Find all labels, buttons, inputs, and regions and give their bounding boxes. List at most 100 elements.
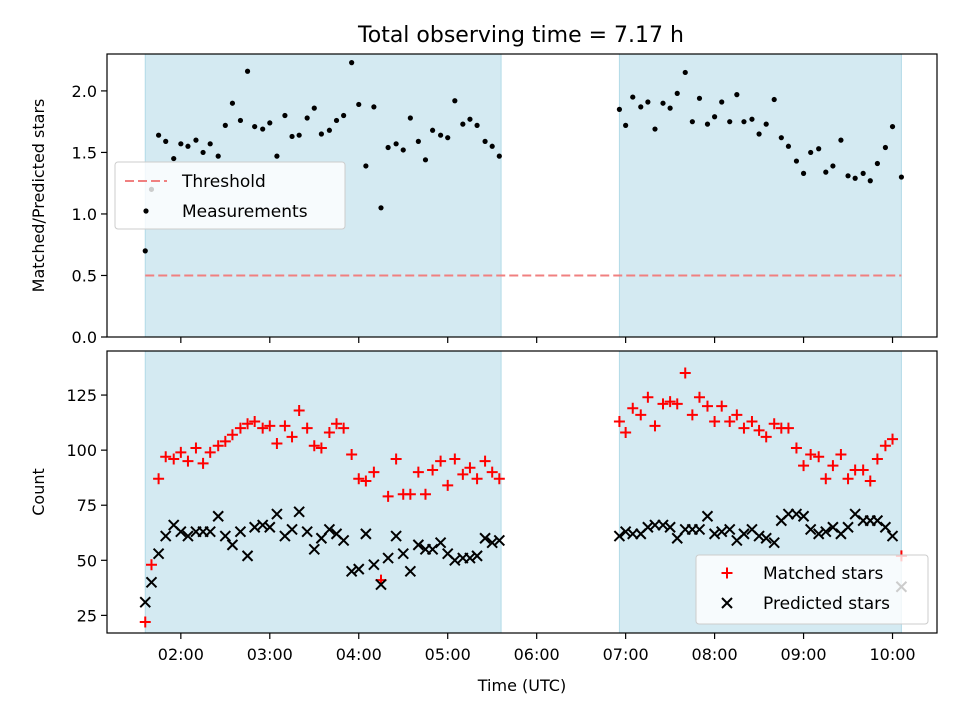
measurement-point [393,141,399,147]
matched-stars-point [286,431,298,443]
matched-stars-point [175,446,187,458]
predicted-stars-point [271,508,283,520]
observing-interval-shade [144,350,502,634]
count-panel: 25 50 75 100 125 02:00 03:00 04:00 05:00 06:00 07:… [29,350,938,695]
predicted-stars-point [360,528,372,540]
predicted-stars-point [804,523,817,536]
predicted-stars-point [337,534,350,547]
predicted-stars-point [471,550,483,562]
predicted-stars-point [797,510,810,522]
predicted-stars-point [375,578,387,591]
predicted-stars-point [248,521,261,533]
matched-stars-point [323,427,335,439]
measurement-point [438,132,444,138]
matched-stars-point [738,422,750,434]
legend-measurements-label: Measurements [182,202,308,222]
measurement-point [296,132,302,138]
predicted-stars-point [724,523,736,536]
y-tick-label: 1.0 [72,205,97,224]
matched-stars-point [686,409,698,421]
legend: Threshold Measurements [114,161,346,230]
predicted-stars-point [693,523,706,536]
predicted-stars-point [434,536,447,549]
matched-stars-point [145,559,157,571]
matched-stars-point [301,422,313,434]
legend-measurement-swatch [143,208,149,214]
measurement-point [252,123,258,130]
predicted-stars-point [301,525,313,538]
matched-stars-point [153,473,165,485]
predicted-stars-point [323,523,336,536]
matched-stars-point [701,400,713,412]
y-tick-label: 100 [66,441,97,460]
measurement-point [142,248,148,254]
predicted-stars-point [486,536,498,549]
measurement-point [171,155,177,162]
measurement-point [778,135,784,141]
matched-stars-point [657,398,669,410]
measurement-point [763,121,769,127]
x-tick-label: 03:00 [247,645,293,664]
measurement-point [356,101,362,108]
predicted-stars-point [842,521,854,533]
measurement-point [830,163,836,169]
matched-stars-point [412,466,424,478]
predicted-stars-point [760,532,772,544]
legend-predicted-label: Predicted stars [763,594,890,614]
matched-stars-point [419,488,431,500]
legend-box [695,554,929,625]
matched-stars-point [249,416,261,427]
measurement-point [467,116,473,122]
predicted-stars-point [397,547,409,560]
matched-stars-point [368,466,380,478]
predicted-stars-point [619,525,632,538]
matched-stars-point [857,464,869,476]
measurement-point [874,160,880,167]
legend-box [114,161,346,230]
matched-stars-point [212,440,224,452]
measurement-point [845,173,851,179]
predicted-stars-point [812,528,825,540]
measurement-point [808,149,814,156]
measurement-point [282,112,288,119]
measurement-point [689,119,695,125]
matched-stars-point [820,473,832,485]
y-tick-label: 125 [66,386,97,405]
matched-stars-point [139,616,151,628]
measurement-point [816,146,822,152]
predicted-stars-point [820,525,832,538]
measurement-point [489,143,495,149]
predicted-stars-point [241,550,254,562]
matched-stars-point [768,418,780,430]
matched-stars-point [864,475,876,487]
predicted-stars-point [182,530,194,542]
y-tick-label: 50 [77,551,97,570]
predicted-stars-point [353,563,365,575]
matched-stars-point [479,455,491,467]
matched-stars-point [493,473,505,485]
measurement-point [474,122,480,128]
measurement-point [385,144,391,151]
x-tick-label: 08:00 [692,645,738,664]
predicted-stars-point [152,547,165,560]
measurement-point [460,121,466,127]
matched-stars-point [649,420,661,432]
predicted-stars-point [219,530,232,542]
matched-stars-point [813,451,825,463]
predicted-stars-point [175,525,187,538]
matched-stars-point [679,367,691,379]
y-tick-label: 75 [77,496,97,515]
legend-matched-label: Matched stars [763,564,883,584]
measurement-point [704,121,711,127]
axes-frame [106,350,938,634]
matched-stars-point [160,451,172,463]
chart-title: Total observing time = 7.17 h [357,23,684,48]
matched-stars-point [226,429,238,441]
predicted-stars-point [642,521,654,533]
predicted-stars-point [449,554,461,567]
measurement-point [341,112,347,119]
measurement-point [852,175,858,181]
measurement-point [785,143,792,149]
measurement-point [741,119,747,125]
